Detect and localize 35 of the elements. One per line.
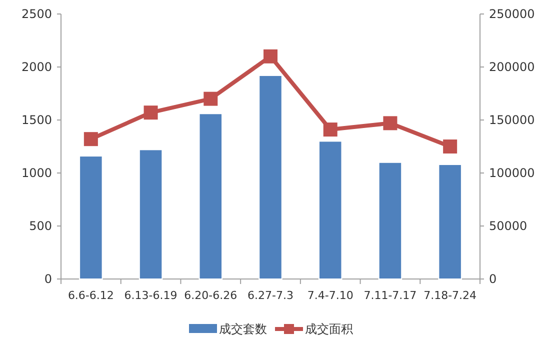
bar bbox=[138, 149, 163, 280]
point bbox=[443, 140, 458, 154]
y-tick-label: 0 bbox=[44, 272, 52, 286]
y-tick-label: 2500 bbox=[21, 7, 52, 21]
x-tick-label: 6.27-7.3 bbox=[248, 289, 294, 302]
point bbox=[144, 106, 158, 120]
y2-tick-label: 250000 bbox=[489, 7, 535, 21]
point bbox=[204, 92, 218, 106]
x-tick-label: 6.6-6.12 bbox=[68, 289, 114, 302]
legend-label: 成交套数 bbox=[219, 322, 267, 336]
bar bbox=[79, 156, 103, 280]
bar bbox=[258, 74, 282, 280]
point bbox=[84, 132, 98, 146]
y-tick-label: 1000 bbox=[21, 166, 52, 180]
point bbox=[383, 116, 398, 130]
bar bbox=[378, 162, 402, 280]
bar bbox=[198, 113, 223, 280]
bar bbox=[438, 164, 462, 280]
y2-tick-label: 200000 bbox=[489, 60, 535, 74]
y2-tick-label: 0 bbox=[489, 272, 497, 286]
y2-tick-label: 150000 bbox=[489, 113, 535, 127]
point bbox=[323, 122, 338, 137]
y-tick-label: 2000 bbox=[21, 60, 52, 74]
x-tick-label: 7.4-7.10 bbox=[307, 289, 354, 302]
x-tick-label: 6.20-6.26 bbox=[184, 289, 238, 302]
legend-label: 成交面积 bbox=[305, 322, 353, 336]
y-tick-label: 500 bbox=[29, 219, 52, 233]
y-tick-label: 1500 bbox=[21, 113, 52, 127]
bar bbox=[318, 140, 342, 280]
x-tick-label: 6.13-6.19 bbox=[124, 289, 178, 302]
y2-tick-label: 100000 bbox=[489, 166, 535, 180]
point bbox=[264, 49, 278, 64]
x-tick-label: 7.11-7.17 bbox=[364, 289, 417, 302]
y2-tick-label: 50000 bbox=[489, 219, 528, 233]
x-tick-label: 7.18-7.24 bbox=[424, 289, 477, 302]
